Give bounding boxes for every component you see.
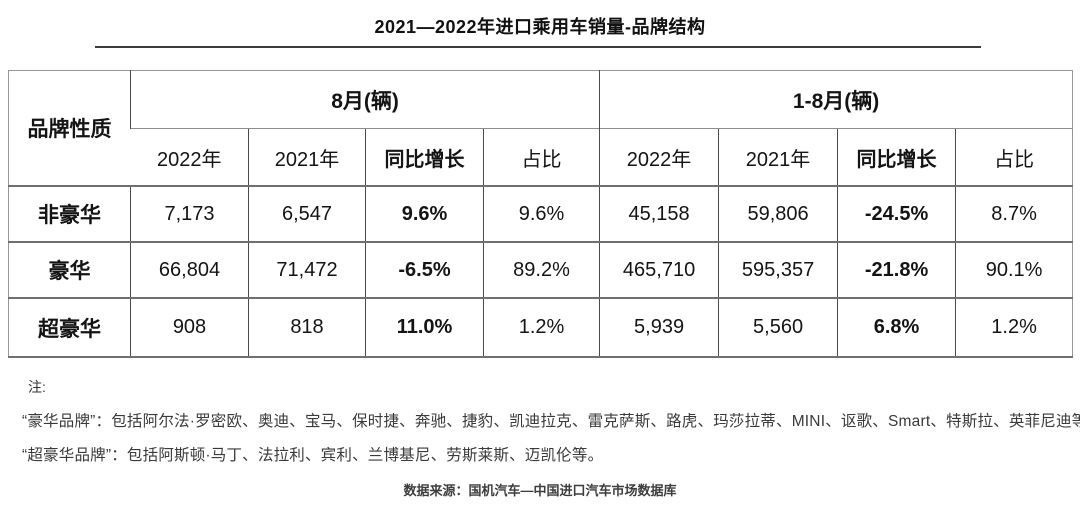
- table-row-luxury: 豪华 66,804 71,472 -6.5% 89.2% 465,710 595…: [8, 241, 1073, 298]
- cell-value: 908: [130, 297, 249, 357]
- header-sub-row: 2022年 2021年 同比增长 占比 2022年 2021年 同比增长 占比: [9, 128, 1073, 186]
- header-group-row: 品牌性质 8月(辆) 1-8月(辆): [9, 70, 1073, 141]
- table-row-non-luxury: 非豪华 7,173 6,547 9.6% 9.6% 45,158 59,806 …: [8, 185, 1073, 242]
- cell-value: 6,547: [248, 185, 366, 242]
- cell-yoy-value: -21.8%: [837, 241, 956, 298]
- cell-share-value: 90.1%: [955, 241, 1073, 298]
- title-section: 2021—2022年进口乘用车销量-品牌结构: [0, 0, 1080, 48]
- cell-value: 66,804: [130, 241, 249, 298]
- cell-share-value: 8.7%: [955, 185, 1073, 242]
- cell-value: 45,158: [599, 185, 719, 242]
- cell-value: 5,939: [599, 297, 719, 357]
- import-car-sales-table: 品牌性质 8月(辆) 1-8月(辆) 2022年 2021年 同比增长 占比 2…: [8, 70, 1074, 358]
- data-source: 数据来源：国机汽车—中国进口汽车市场数据库: [403, 483, 677, 498]
- cell-share-value: 9.6%: [482, 185, 600, 242]
- subheader-aug-2021: 2021年: [248, 128, 366, 186]
- corner-header: 品牌性质: [27, 118, 112, 141]
- cell-yoy-value: 6.8%: [837, 297, 956, 357]
- cell-share-value: 89.2%: [482, 241, 600, 298]
- cell-value: 7,173: [130, 185, 249, 242]
- cell-share-value: 1.2%: [482, 297, 600, 357]
- row-label: 非豪华: [8, 185, 131, 242]
- subheader-ytd-2021: 2021年: [718, 128, 838, 186]
- row-label: 豪华: [8, 241, 131, 298]
- note-luxury-brands: “豪华品牌”：包括阿尔法·罗密欧、奥迪、宝马、保时捷、奔驰、捷豹、凯迪拉克、雷克…: [22, 413, 1080, 430]
- column-group-august: 8月(辆): [129, 70, 600, 129]
- notes-section: 注: “豪华品牌”：包括阿尔法·罗密欧、奥迪、宝马、保时捷、奔驰、捷豹、凯迪拉克…: [22, 377, 1080, 465]
- cell-yoy-value: 9.6%: [365, 185, 484, 242]
- subheader-aug-2022: 2022年: [130, 128, 249, 186]
- cell-yoy-value: 11.0%: [365, 297, 484, 357]
- cell-yoy-value: -24.5%: [837, 185, 956, 242]
- cell-value: 71,472: [248, 241, 366, 298]
- page-title: 2021—2022年进口乘用车销量-品牌结构: [374, 17, 706, 37]
- row-label: 超豪华: [8, 297, 131, 357]
- cell-value: 818: [248, 297, 366, 357]
- subheader-aug-share: 占比: [482, 128, 600, 186]
- table-row-ultra-luxury: 超豪华 908 818 11.0% 1.2% 5,939 5,560 6.8% …: [8, 297, 1073, 357]
- cell-share-value: 1.2%: [955, 297, 1073, 357]
- title-underline: [95, 46, 981, 48]
- subheader-ytd-2022: 2022年: [599, 128, 719, 186]
- cell-value: 595,357: [718, 241, 838, 298]
- cell-value: 59,806: [718, 185, 838, 242]
- subheader-ytd-yoy: 同比增长: [837, 128, 956, 186]
- subheader-aug-yoy: 同比增长: [365, 128, 484, 186]
- subheader-ytd-share: 占比: [955, 128, 1073, 186]
- cell-value: 5,560: [718, 297, 838, 357]
- cell-value: 465,710: [599, 241, 719, 298]
- note-label: 注:: [28, 379, 46, 395]
- note-ultra-luxury-brands: “超豪华品牌”：包括阿斯顿·马丁、法拉利、宾利、兰博基尼、劳斯莱斯、迈凯伦等。: [22, 447, 604, 464]
- column-group-jan-august: 1-8月(辆): [599, 70, 1073, 129]
- cell-yoy-value: -6.5%: [365, 241, 484, 298]
